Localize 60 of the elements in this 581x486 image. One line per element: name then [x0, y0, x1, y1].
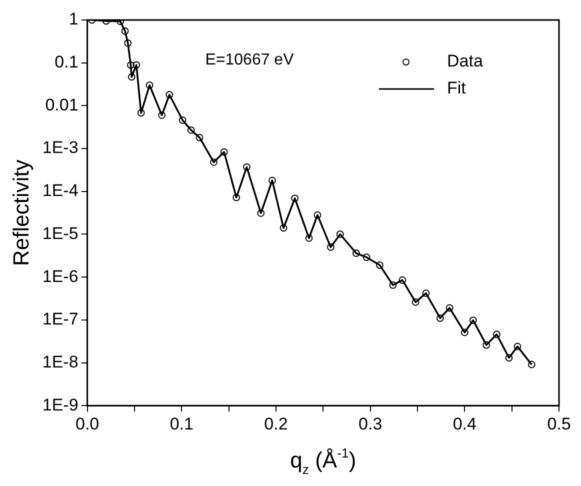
point	[446, 304, 454, 312]
point	[514, 342, 522, 350]
point	[352, 250, 360, 257]
point	[469, 316, 477, 324]
annotation: E=10667 eV	[205, 51, 294, 68]
point	[336, 230, 344, 238]
point	[196, 134, 204, 142]
point	[314, 211, 322, 219]
point	[436, 314, 444, 322]
y-tick-label: 1E-9	[42, 395, 78, 414]
point	[187, 126, 195, 134]
point	[257, 209, 265, 217]
point	[305, 234, 313, 242]
point	[124, 39, 132, 47]
point	[376, 261, 384, 269]
y-tick-label: 1E-4	[42, 181, 78, 200]
y-tick-label: 1E-3	[42, 138, 78, 158]
x-tick-label: 0.0	[75, 414, 100, 434]
point	[268, 176, 276, 184]
legend-label: Data	[447, 52, 484, 71]
point	[482, 341, 490, 349]
y-tick-label: 1E-8	[42, 352, 78, 372]
legend-label: Fit	[447, 78, 466, 98]
point	[389, 281, 397, 289]
point	[243, 163, 250, 171]
point	[121, 27, 129, 35]
y-axis-title: Reflectivity	[8, 160, 34, 266]
point	[166, 91, 174, 98]
y-tick-label: 0.1	[54, 52, 78, 72]
point	[493, 330, 500, 338]
point	[280, 224, 288, 232]
point	[327, 243, 334, 251]
point	[398, 276, 406, 284]
x-tick-label: 0.5	[547, 414, 571, 434]
y-tick-label: 1E-6	[42, 266, 78, 286]
point	[158, 111, 166, 119]
point	[232, 194, 240, 202]
point	[128, 73, 136, 81]
point	[422, 290, 430, 297]
point	[146, 82, 154, 89]
x-tick-label: 0.2	[264, 414, 288, 434]
y-tick-label: 0.01	[45, 95, 78, 114]
point	[132, 61, 140, 69]
y-tick-label: 1E-5	[42, 224, 78, 243]
x-tick-label: 0.1	[170, 414, 194, 434]
point	[127, 61, 134, 69]
point	[137, 109, 145, 117]
point	[505, 354, 513, 362]
y-tick-label: 1E-7	[42, 310, 78, 329]
point	[178, 116, 186, 124]
point	[412, 298, 420, 306]
point	[291, 194, 299, 202]
x-tick-label: 0.4	[452, 414, 476, 434]
point	[528, 360, 536, 368]
point	[220, 148, 228, 156]
x-tick-label: 0.3	[358, 414, 382, 434]
point	[460, 328, 468, 336]
point	[210, 158, 218, 166]
y-tick-label: 1	[68, 10, 78, 29]
point	[362, 254, 370, 261]
